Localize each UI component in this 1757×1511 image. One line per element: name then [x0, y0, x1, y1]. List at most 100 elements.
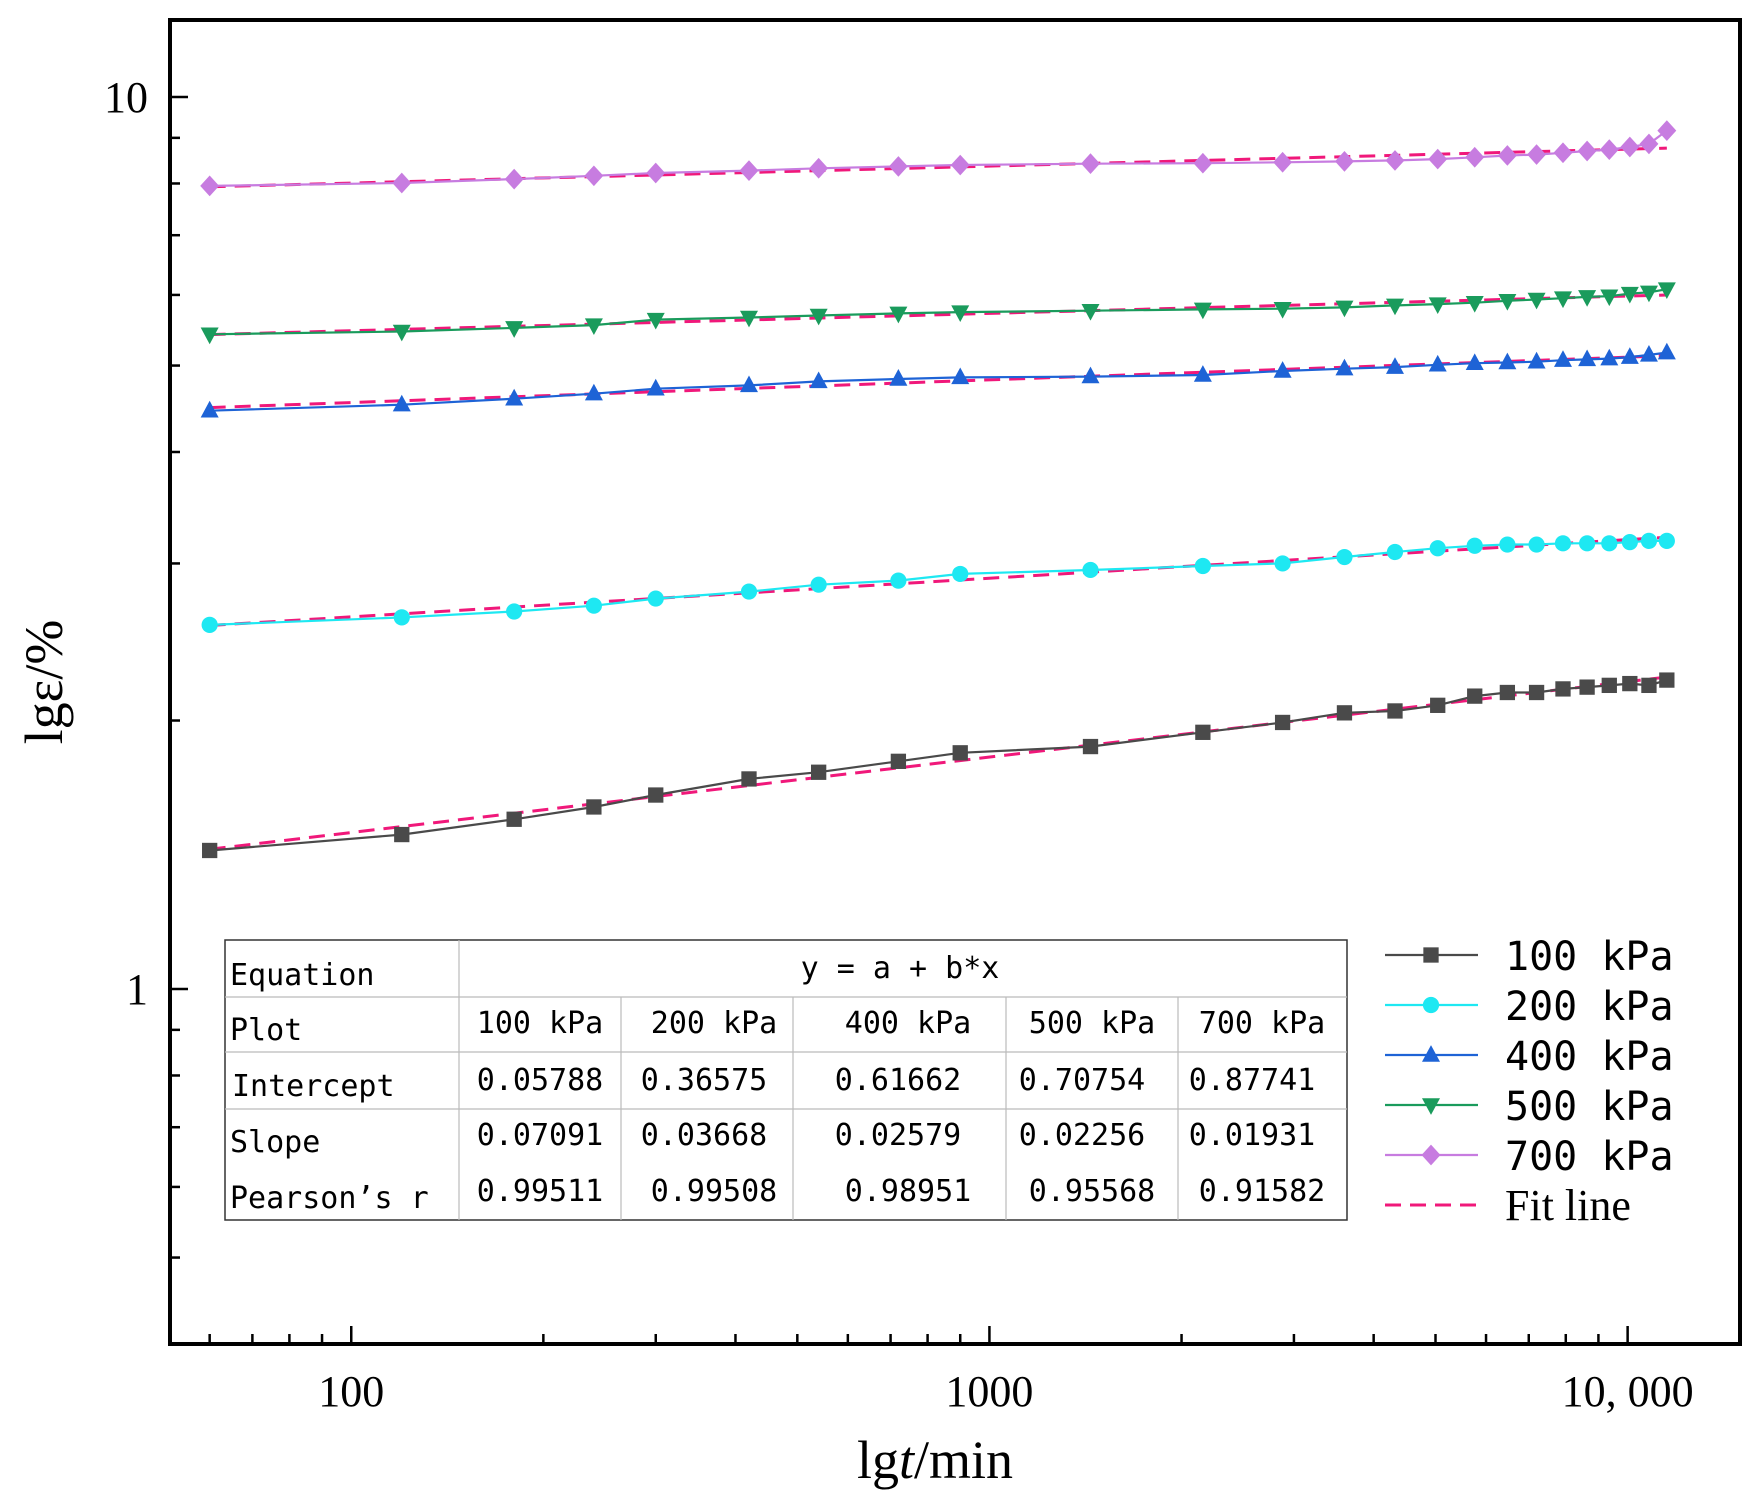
data-point-100kpa — [1579, 679, 1595, 695]
x-tick-label: 1000 — [945, 1367, 1033, 1416]
data-point-100kpa — [952, 745, 968, 761]
fit-line-400kpa — [209, 354, 1667, 410]
data-point-200kpa — [1274, 555, 1291, 572]
data-point-200kpa — [647, 590, 664, 607]
data-point-500kpa — [1657, 282, 1676, 300]
table-plot-name: 700 kPa — [1199, 1006, 1325, 1041]
data-point-200kpa — [810, 576, 827, 593]
data-point-700kpa — [1335, 151, 1354, 172]
data-point-400kpa — [1639, 344, 1658, 362]
series-markers — [200, 120, 1677, 859]
plot-frame — [168, 18, 1742, 1346]
data-point-700kpa — [1465, 146, 1485, 168]
data-point-100kpa — [810, 764, 827, 780]
x-axis-title-main: lg — [857, 1430, 899, 1490]
table-cell: 0.03668 — [641, 1118, 767, 1153]
data-point-700kpa — [584, 165, 604, 187]
y-axis-title: lgε/% — [14, 620, 74, 745]
table-row-label: Intercept — [232, 1069, 395, 1104]
y-tick-label: 10 — [104, 73, 148, 122]
data-point-700kpa — [1553, 142, 1573, 164]
data-point-200kpa — [1499, 536, 1516, 553]
data-point-100kpa — [1499, 684, 1516, 701]
fit-table: Equation y = a + b*x Plot 100 kPa 200 kP… — [224, 939, 1348, 1221]
data-point-700kpa — [1639, 133, 1659, 155]
table-row-label: Slope — [230, 1125, 320, 1160]
data-point-400kpa — [1428, 354, 1447, 372]
data-point-400kpa — [1465, 353, 1484, 370]
table-cell: 0.99508 — [651, 1174, 777, 1209]
data-point-500kpa — [889, 306, 908, 324]
data-point-400kpa — [889, 369, 908, 386]
data-point-500kpa — [200, 327, 219, 345]
data-point-200kpa — [1386, 543, 1404, 561]
data-point-500kpa — [1578, 290, 1597, 307]
data-point-400kpa — [1527, 351, 1546, 369]
data-point-500kpa — [1465, 295, 1484, 313]
data-point-400kpa — [951, 367, 970, 385]
data-point-400kpa — [1600, 348, 1619, 366]
data-point-400kpa — [1193, 365, 1212, 382]
legend-label: 200 kPa — [1505, 984, 1674, 1030]
data-point-700kpa — [392, 172, 412, 194]
data-point-100kpa — [1622, 675, 1638, 692]
data-point-400kpa — [646, 378, 665, 396]
table-cell: 0.02579 — [835, 1118, 961, 1153]
fit-line-200kpa — [209, 535, 1667, 627]
table-plot-name: 200 kPa — [651, 1006, 777, 1041]
data-point-500kpa — [1527, 292, 1546, 310]
data-point-400kpa — [1385, 357, 1404, 374]
data-point-100kpa — [1528, 684, 1545, 701]
data-point-100kpa — [1555, 681, 1571, 697]
series-line-700kpa — [209, 129, 1668, 187]
data-point-700kpa — [809, 157, 829, 179]
data-point-700kpa — [1273, 151, 1293, 173]
data-point-100kpa — [506, 811, 522, 827]
data-point-200kpa — [393, 609, 410, 626]
data-point-700kpa — [1497, 145, 1517, 166]
x-tick-label: 10, 000 — [1562, 1367, 1694, 1416]
data-point-200kpa — [952, 565, 969, 583]
data-point-500kpa — [505, 321, 524, 338]
data-point-200kpa — [1554, 535, 1572, 552]
series-line-500kpa — [209, 288, 1667, 336]
data-point-400kpa — [1657, 342, 1676, 360]
table-cell: 0.02256 — [1019, 1118, 1145, 1153]
table-cell: 0.36575 — [641, 1063, 767, 1098]
data-point-200kpa — [740, 583, 758, 600]
data-point-100kpa — [1430, 697, 1446, 713]
data-point-100kpa — [648, 787, 664, 803]
data-point-500kpa — [1335, 300, 1354, 318]
data-point-500kpa — [1498, 294, 1517, 311]
data-point-500kpa — [1639, 285, 1658, 303]
data-point-200kpa — [1601, 535, 1618, 552]
data-point-400kpa — [584, 383, 603, 401]
table-cell: 0.87741 — [1189, 1063, 1315, 1098]
data-point-400kpa — [1273, 361, 1292, 378]
legend: 100 kPa 200 kPa 400 kPa 500 kPa 700 kPa … — [1385, 934, 1674, 1230]
legend-marker-200kpa — [1422, 996, 1440, 1014]
legend-markers — [1421, 947, 1441, 1166]
data-point-500kpa — [1193, 302, 1212, 320]
data-point-400kpa — [739, 375, 758, 393]
data-point-700kpa — [1527, 144, 1547, 165]
data-point-700kpa — [1577, 140, 1597, 162]
table-cell: 0.07091 — [477, 1118, 603, 1153]
data-point-700kpa — [739, 160, 759, 181]
table-cell: 0.91582 — [1199, 1174, 1325, 1209]
x-axis-title-italic: t — [899, 1430, 916, 1490]
data-point-200kpa — [1579, 535, 1596, 552]
data-point-500kpa — [809, 308, 828, 326]
table-row-label: Pearson’s r — [230, 1181, 429, 1216]
data-point-400kpa — [505, 388, 524, 406]
data-point-700kpa — [1620, 136, 1640, 158]
data-point-500kpa — [1273, 301, 1292, 319]
table-plot-name: 400 kPa — [845, 1006, 971, 1041]
data-point-500kpa — [584, 318, 603, 336]
data-point-100kpa — [586, 799, 602, 815]
legend-marker-700kpa — [1421, 1144, 1441, 1166]
fit-line-100kpa — [209, 675, 1668, 851]
data-point-700kpa — [1081, 153, 1100, 175]
data-point-700kpa — [1657, 120, 1677, 141]
data-point-500kpa — [1553, 291, 1572, 309]
